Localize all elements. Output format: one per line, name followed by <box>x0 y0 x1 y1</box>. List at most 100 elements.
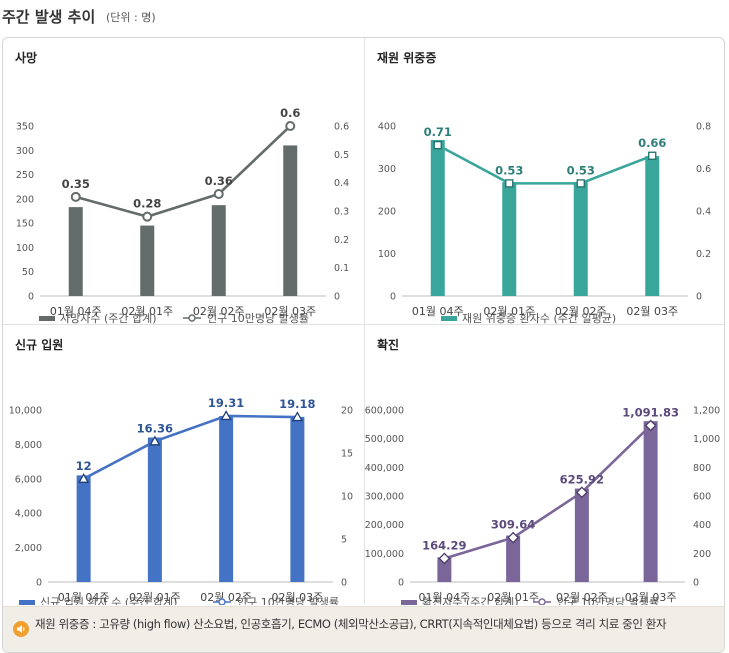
y-left-tick-label: 150 <box>16 219 34 230</box>
y-right-tick-label: 0.2 <box>696 249 711 260</box>
legend-bar-label: 재원 위중증 환자수 (주간 일평균) <box>462 311 616 324</box>
chart-title: 사망 <box>15 50 37 65</box>
y-left-tick-label: 200,000 <box>365 520 404 531</box>
y-left-tick-label: 350 <box>16 122 34 133</box>
bar <box>147 437 162 582</box>
legend-line-label: 인구 10만명당 발생률 <box>237 596 339 605</box>
legend-line-marker <box>188 314 196 322</box>
chart-panel-deaths: 사망 0 50 100 150 200 250 300 350 0 0.1 0.2 0.3 0.4 0.5 0… <box>3 38 364 324</box>
data-label: 0.71 <box>424 125 452 139</box>
data-label: 1,091.83 <box>622 406 679 420</box>
y-left-tick-label: 0 <box>28 292 34 303</box>
x-tick-label: 01월 04주 <box>419 591 471 604</box>
y-right-tick-label: 200 <box>693 549 711 560</box>
y-left-tick-label: 4,000 <box>15 509 42 520</box>
y-right-tick-label: 0.4 <box>696 207 711 218</box>
chart-panel-critical: 재원 위중증 0 100 200 300 400 0 0.2 0.4 0.6 0.8 01월 04주 0… <box>365 38 724 324</box>
x-tick-label: 02월 03주 <box>626 305 678 318</box>
bar <box>219 416 234 582</box>
y-right-tick-label: 0.8 <box>696 122 711 133</box>
y-right-tick-label: 0 <box>334 292 340 303</box>
x-tick-label: 02월 01주 <box>487 591 539 604</box>
line-point <box>142 211 153 222</box>
panel-divider-vertical <box>364 38 365 604</box>
line-point <box>213 189 224 199</box>
legend-line-marker <box>538 598 546 605</box>
data-label: 309.64 <box>491 518 535 532</box>
y-left-tick-label: 300,000 <box>365 492 404 503</box>
bar <box>430 140 445 296</box>
legend-line-label: 인구 10만명당 발생률 <box>557 596 659 605</box>
legend-line-marker <box>218 598 226 605</box>
page-title: 주간 발생 추이 <box>2 8 96 26</box>
x-tick-label: 02월 02주 <box>555 305 607 318</box>
y-right-tick-label: 0.5 <box>334 150 349 161</box>
data-label: 0.66 <box>638 136 666 150</box>
y-left-tick-label: 10,000 <box>9 406 42 417</box>
bar <box>573 182 588 296</box>
x-tick-label: 02월 02주 <box>193 305 245 318</box>
x-tick-label: 02월 01주 <box>129 591 181 604</box>
x-tick-label: 02월 03주 <box>625 591 677 604</box>
y-left-tick-label: 400 <box>378 122 396 133</box>
chart-panel-admissions: 신규 입원 0 2,000 4,000 6,000 8,000 10,000 0 5 10 15 20… <box>3 325 364 605</box>
bar <box>643 421 658 582</box>
chart-deaths: 사망 0 50 100 150 200 250 300 350 0 0.1 0.2 0.3 0.4 0.5 0… <box>15 50 349 324</box>
chart-title: 신규 입원 <box>15 337 63 352</box>
legend-line-label: 인구 10만명당 발생률 <box>207 312 309 324</box>
y-right-tick-label: 20 <box>341 406 353 417</box>
legend-bar-label: 신규 입원 환자 수 (주간 합계) <box>40 596 177 605</box>
y-left-tick-label: 600,000 <box>365 406 404 417</box>
bar <box>290 416 305 582</box>
data-label: 0.53 <box>567 163 595 177</box>
bar <box>437 557 452 582</box>
y-left-tick-label: 0 <box>36 578 42 589</box>
panel-divider-horizontal <box>3 324 724 325</box>
series-line <box>437 143 653 185</box>
line-point <box>507 531 520 544</box>
bar <box>506 535 521 582</box>
y-left-tick-label: 400,000 <box>365 463 404 474</box>
x-tick-label: 02월 02주 <box>200 591 252 604</box>
data-label: 0.36 <box>205 174 233 188</box>
y-right-tick-label: 1,000 <box>693 434 720 445</box>
x-tick-label: 01월 04주 <box>412 305 464 318</box>
data-label: 625.92 <box>560 472 604 486</box>
page-header: 주간 발생 추이 (단위 : 명) <box>0 0 729 32</box>
bar <box>283 145 298 296</box>
x-tick-label: 02월 03주 <box>272 591 324 604</box>
line-point <box>70 191 81 202</box>
data-label: 0.53 <box>495 163 523 177</box>
chart-admissions: 신규 입원 0 2,000 4,000 6,000 8,000 10,000 0 5 10 15 20… <box>9 337 353 605</box>
y-right-tick-label: 15 <box>341 449 353 460</box>
bar <box>211 205 226 296</box>
bar <box>502 182 517 296</box>
line-point <box>644 419 657 432</box>
x-tick-label: 01월 04주 <box>50 305 102 318</box>
data-label: 16.36 <box>137 421 173 435</box>
speaker-icon <box>13 621 29 637</box>
line-point <box>149 435 161 446</box>
chart-critical: 재원 위중증 0 100 200 300 400 0 0.2 0.4 0.6 0.8 01월 04주 0… <box>377 51 711 324</box>
line-point <box>220 410 232 421</box>
line-point <box>285 121 296 131</box>
legend-bar-swatch <box>19 600 35 605</box>
y-right-tick-label: 0.3 <box>334 207 349 218</box>
bar <box>140 225 155 296</box>
data-label: 0.6 <box>280 106 300 120</box>
y-left-tick-label: 6,000 <box>15 474 42 485</box>
bar <box>574 488 589 582</box>
data-label: 19.31 <box>208 396 244 410</box>
data-label: 0.28 <box>133 197 161 211</box>
y-left-tick-label: 2,000 <box>15 543 42 554</box>
footnote-text: 재원 위중증 : 고유량 (high flow) 산소요법, 인공호흡기, EC… <box>35 617 667 631</box>
y-right-tick-label: 0.1 <box>334 263 349 274</box>
y-right-tick-label: 0 <box>341 578 347 589</box>
y-left-tick-label: 0 <box>390 292 396 303</box>
y-right-tick-label: 0 <box>693 578 699 589</box>
data-label: 19.18 <box>279 397 315 411</box>
y-right-tick-label: 0 <box>696 292 702 303</box>
line-point <box>505 179 514 188</box>
chart-confirmed: 확진 0 100,000 200,000 300,000 400,000 500,000 60… <box>365 337 720 605</box>
series-line <box>83 414 298 480</box>
